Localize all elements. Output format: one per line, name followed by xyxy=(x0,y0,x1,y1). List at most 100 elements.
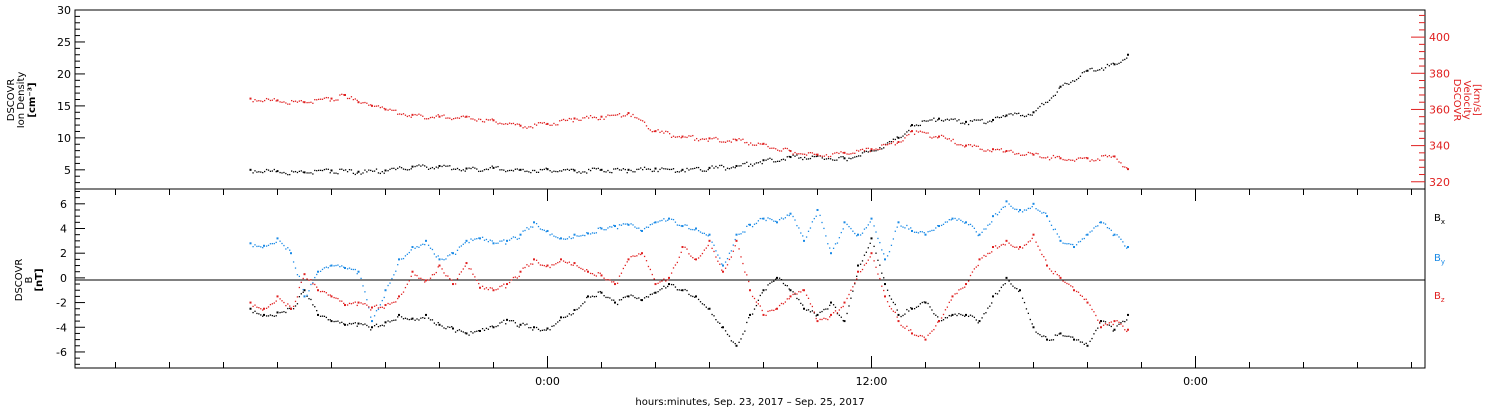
by-series-dot xyxy=(881,249,883,251)
bx-series-point xyxy=(1073,338,1075,341)
density-series-dot xyxy=(354,173,356,176)
bz-series-dot xyxy=(836,312,839,314)
bx-series-dot xyxy=(740,338,742,340)
density-series-dot xyxy=(285,172,287,175)
by-series-dot xyxy=(325,266,328,268)
by-series-dot xyxy=(1014,208,1016,210)
density-series-dot xyxy=(659,168,661,171)
bx-series-dot xyxy=(312,304,314,306)
by-series-point xyxy=(978,233,981,236)
velocity-series-dot xyxy=(422,115,424,117)
bz-series-dot xyxy=(609,279,611,281)
bz-series-dot xyxy=(314,283,316,286)
bz-series-dot xyxy=(1093,311,1095,313)
velocity-series-dot xyxy=(445,117,447,119)
bx-series-dot xyxy=(570,314,572,316)
by-series-dot xyxy=(391,277,393,280)
velocity-series-dot xyxy=(287,103,289,105)
density-series-dot xyxy=(759,161,761,163)
bz-series-dot xyxy=(462,268,464,270)
density-series-dot xyxy=(443,164,445,167)
bz-series-dot xyxy=(323,291,326,293)
velocity-series-point xyxy=(573,117,576,120)
bx-series-dot xyxy=(1116,325,1118,327)
by-series-dot xyxy=(991,221,993,223)
bz-series-dot xyxy=(545,265,547,268)
bx-series-dot xyxy=(852,290,854,292)
density-series-dot xyxy=(782,158,785,160)
bz-series-dot xyxy=(746,274,748,276)
velocity-series-dot xyxy=(491,118,493,120)
density-series-dot xyxy=(896,136,898,138)
density-series-dot xyxy=(975,119,977,121)
by-series-dot xyxy=(742,231,744,233)
velocity-series-dot xyxy=(555,124,557,126)
density-series-dot xyxy=(350,169,353,171)
density-series-dot xyxy=(969,120,972,122)
by-series-point xyxy=(857,233,859,236)
density-series-dot xyxy=(777,160,779,163)
bz-series-dot xyxy=(622,267,625,270)
by-series-dot xyxy=(726,257,729,260)
by-series-dot xyxy=(1054,228,1057,230)
by-series-dot xyxy=(624,223,626,225)
density-series-dot xyxy=(632,171,634,173)
velocity-series-dot xyxy=(580,119,582,121)
by-series-dot xyxy=(591,232,594,234)
bx-series-dot xyxy=(603,295,605,297)
velocity-series-dot xyxy=(707,140,709,142)
bx-series-dot xyxy=(402,318,405,320)
density-series-dot xyxy=(967,123,970,126)
velocity-tick-label: 340 xyxy=(1429,140,1450,153)
by-series-dot xyxy=(1037,209,1039,211)
by-series-dot xyxy=(256,245,258,248)
bx-series-dot xyxy=(948,314,950,317)
density-series-dot xyxy=(913,125,916,127)
density-series-dot xyxy=(674,171,677,173)
density-series-dot xyxy=(1056,91,1058,93)
bz-series-dot xyxy=(842,305,844,308)
velocity-series-dot xyxy=(551,124,553,126)
by-series-dot xyxy=(267,244,270,247)
bz-series-dot xyxy=(537,262,540,264)
by-series-dot xyxy=(632,224,634,226)
density-series-dot xyxy=(755,162,758,164)
bx-series-dot xyxy=(397,316,399,318)
field-tick-label: 4 xyxy=(60,223,67,236)
density-series-dot xyxy=(1014,112,1016,114)
by-series-dot xyxy=(765,219,767,222)
bz-series-point xyxy=(911,332,913,335)
bz-series-dot xyxy=(427,279,430,281)
bx-series-dot xyxy=(875,252,877,254)
bz-series-dot xyxy=(728,258,731,261)
density-series-dot xyxy=(991,121,993,123)
velocity-series-dot xyxy=(697,140,700,142)
density-series-dot xyxy=(510,169,513,172)
velocity-series-dot xyxy=(1091,159,1093,161)
velocity-series-dot xyxy=(798,153,800,155)
bz-series-dot xyxy=(300,281,302,283)
bx-series-dot xyxy=(892,301,895,304)
velocity-label-line1: DSCOVR xyxy=(1451,79,1462,122)
by-series-dot xyxy=(483,239,486,241)
bx-series-dot xyxy=(1048,339,1051,341)
bx-series-dot xyxy=(420,317,422,319)
bx-series-dot xyxy=(497,325,499,327)
density-series-dot xyxy=(875,150,877,152)
by-series-dot xyxy=(420,244,422,246)
bz-series-dot xyxy=(562,260,565,262)
velocity-series-dot xyxy=(640,119,642,121)
bx-series-dot xyxy=(589,296,592,298)
by-series-dot xyxy=(1075,244,1078,246)
bx-series-dot xyxy=(537,328,540,331)
velocity-series-point xyxy=(897,140,900,143)
velocity-series-point xyxy=(627,112,630,115)
bz-series-dot xyxy=(611,281,613,283)
velocity-series-dot xyxy=(1095,159,1097,162)
bx-series-dot xyxy=(481,328,484,330)
bx-series-dot xyxy=(1079,341,1082,343)
bx-series-dot xyxy=(1012,285,1014,287)
by-series-dot xyxy=(1126,247,1128,249)
bx-series-dot xyxy=(703,304,706,306)
bx-series-point xyxy=(357,322,360,325)
